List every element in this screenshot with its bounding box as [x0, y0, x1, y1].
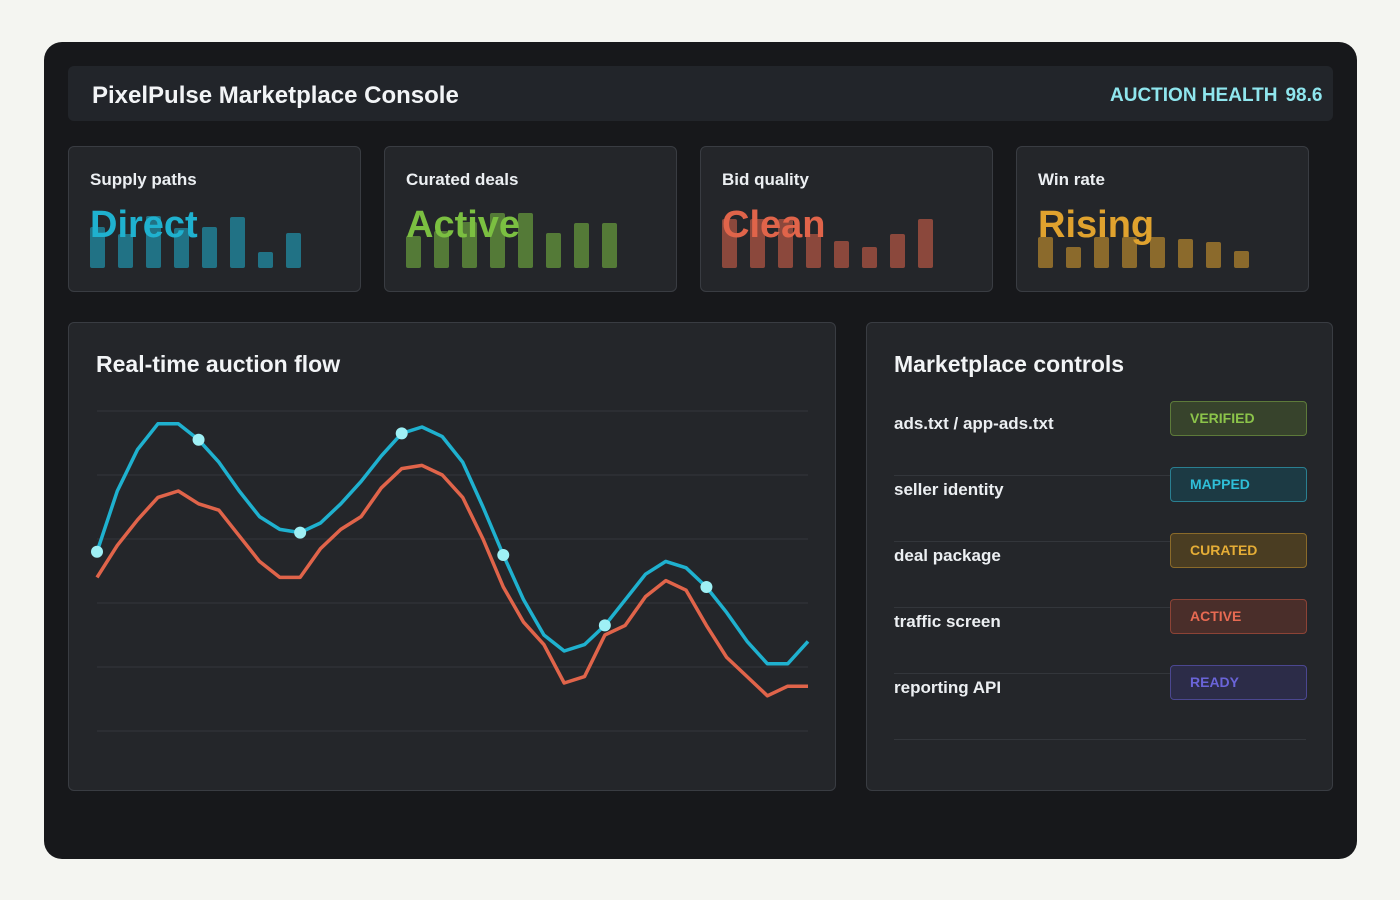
control-label: reporting API — [894, 678, 1002, 697]
control-row-deal-package: deal package CURATED — [894, 533, 1307, 608]
kpi-bar — [258, 252, 273, 268]
status-badge[interactable]: VERIFIED — [1170, 401, 1307, 436]
kpi-bar — [862, 247, 877, 268]
kpi-label: Supply paths — [90, 170, 197, 189]
series-marker[interactable] — [91, 545, 103, 558]
kpi-bar — [722, 219, 737, 268]
kpi-bar — [174, 228, 189, 268]
header-bar — [68, 66, 1333, 121]
kpi-sparkbars — [90, 207, 330, 268]
control-label: deal package — [894, 546, 1001, 565]
kpi-bar — [778, 219, 793, 268]
kpi-bar — [518, 213, 533, 268]
kpi-bar — [1038, 237, 1053, 268]
kpi-bar — [834, 241, 849, 268]
control-label: traffic screen — [894, 612, 1001, 631]
series-marker[interactable] — [395, 427, 408, 440]
kpi-bar — [1150, 237, 1165, 268]
control-label: seller identity — [894, 480, 1004, 499]
kpi-value: Direct — [90, 204, 198, 246]
control-label: ads.txt / app-ads.txt — [894, 414, 1054, 433]
kpi-value: Clean — [722, 204, 826, 246]
status-badge[interactable]: MAPPED — [1170, 467, 1307, 502]
kpi-bar — [890, 234, 905, 268]
kpi-bar — [1206, 242, 1221, 268]
marketplace-controls-panel: Marketplace controls ads.txt / app-ads.t… — [866, 322, 1333, 791]
kpi-value: Rising — [1038, 204, 1155, 246]
kpi-bar — [1178, 239, 1193, 268]
series-marker[interactable] — [598, 619, 611, 632]
kpi-sparkbars — [722, 207, 962, 268]
status-badge[interactable]: ACTIVE — [1170, 599, 1307, 634]
kpi-bar — [406, 236, 421, 268]
kpi-bar — [146, 216, 161, 268]
series-line — [95, 422, 810, 666]
kpi-bar — [806, 234, 821, 268]
kpi-bar — [90, 227, 105, 268]
kpi-bar — [286, 233, 301, 268]
kpi-label: Win rate — [1038, 170, 1105, 189]
kpi-bar — [118, 234, 133, 268]
kpi-bar — [490, 213, 505, 268]
kpi-card-bid-quality: Bid quality Clean — [700, 146, 993, 292]
kpi-bar — [602, 223, 617, 268]
marketplace-controls-title: Marketplace controls — [894, 351, 1125, 377]
control-row-traffic-screen: traffic screen ACTIVE — [894, 599, 1307, 674]
kpi-card-win-rate: Win rate Rising — [1016, 146, 1309, 292]
kpi-bar — [1234, 251, 1249, 268]
kpi-value: Active — [406, 204, 521, 246]
kpi-bar — [918, 219, 933, 268]
kpi-sparkbars — [406, 207, 646, 268]
kpi-bar — [202, 227, 217, 268]
control-row-ads-txt: ads.txt / app-ads.txt VERIFIED — [894, 401, 1307, 476]
kpi-bar — [1066, 247, 1081, 268]
auction-flow-title: Real-time auction flow — [96, 351, 341, 377]
kpi-bar — [1122, 237, 1137, 268]
kpi-sparkbars — [1038, 207, 1278, 268]
kpi-bar — [574, 223, 589, 268]
kpi-bar — [230, 217, 245, 268]
series-marker[interactable] — [700, 581, 713, 593]
kpi-bar — [750, 219, 765, 268]
series-marker[interactable] — [192, 433, 205, 446]
control-row-reporting-api: reporting API READY — [894, 665, 1307, 740]
auction-health-value: 98.6 — [1285, 85, 1323, 106]
series-marker[interactable] — [497, 549, 510, 561]
auction-health: AUCTION HEALTH 98.6 — [1110, 85, 1322, 107]
kpi-label: Curated deals — [406, 170, 519, 189]
kpi-card-curated-deals: Curated deals Active — [384, 146, 677, 292]
series-line — [95, 463, 808, 698]
auction-flow-chart — [91, 410, 810, 732]
control-row-seller-identity: seller identity MAPPED — [894, 467, 1307, 542]
status-badge[interactable]: CURATED — [1170, 533, 1307, 568]
kpi-bar — [1094, 237, 1109, 268]
status-badge[interactable]: READY — [1170, 665, 1307, 700]
kpi-card-supply-paths: Supply paths Direct — [68, 146, 361, 292]
auction-health-label: AUCTION HEALTH — [1110, 85, 1278, 106]
series-marker[interactable] — [294, 526, 307, 539]
auction-flow-panel: Real-time auction flow — [68, 322, 836, 791]
app-title: PixelPulse Marketplace Console — [92, 82, 459, 109]
kpi-bar — [546, 233, 561, 268]
kpi-bar — [462, 222, 477, 268]
kpi-label: Bid quality — [722, 170, 809, 189]
kpi-bar — [434, 231, 449, 268]
